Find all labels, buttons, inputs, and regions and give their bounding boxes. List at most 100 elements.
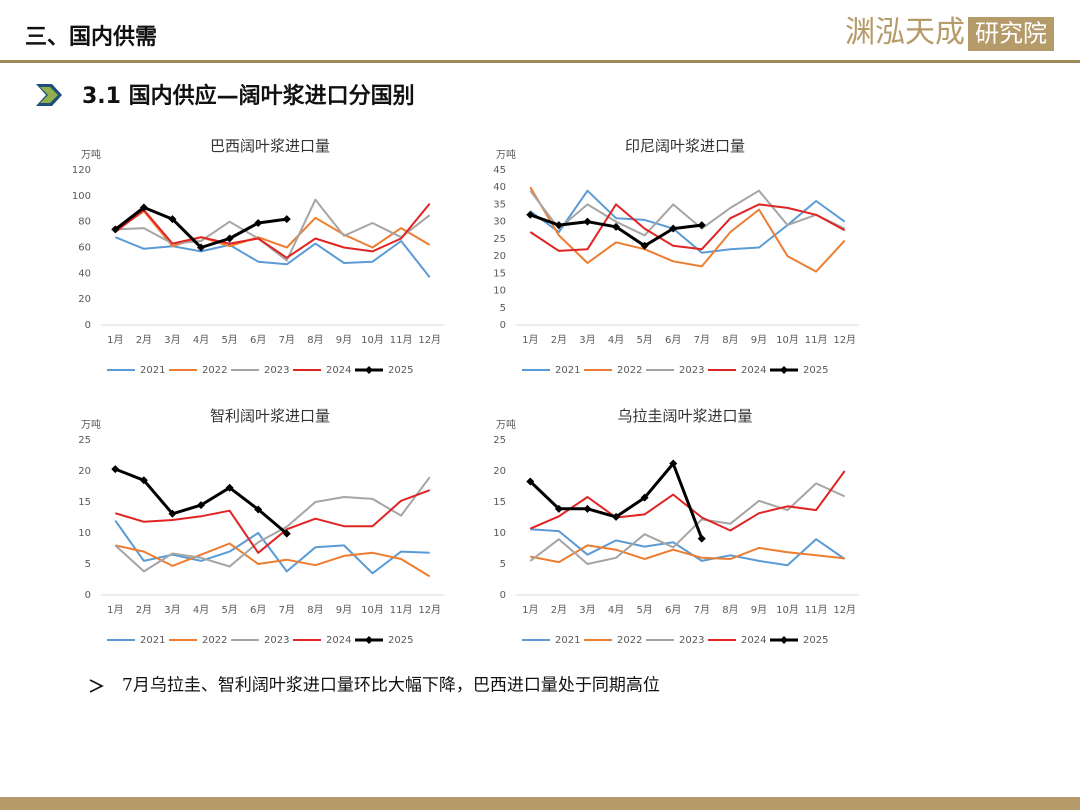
series-marker xyxy=(640,241,649,250)
x-tick-label: 11月 xyxy=(805,604,828,616)
y-tick-label: 120 xyxy=(72,165,91,176)
x-tick-label: 2月 xyxy=(551,334,567,346)
legend-label: 2021 xyxy=(140,635,165,646)
y-tick-label: 40 xyxy=(78,268,91,279)
logo-main: 渊泓天成 xyxy=(845,15,965,50)
x-tick-label: 10月 xyxy=(361,604,384,616)
y-tick-label: 15 xyxy=(78,497,91,508)
x-tick-label: 1月 xyxy=(107,604,123,616)
x-tick-label: 12月 xyxy=(833,604,856,616)
series-line xyxy=(530,528,846,567)
x-tick-label: 3月 xyxy=(164,604,180,616)
series-marker xyxy=(669,459,678,468)
x-tick-label: 12月 xyxy=(833,334,856,346)
legend-label: 2021 xyxy=(555,365,580,376)
legend-marker xyxy=(365,636,373,644)
x-tick-label: 5月 xyxy=(221,604,237,616)
chart-title: 巴西阔叶浆进口量 xyxy=(210,137,330,155)
x-tick-label: 1月 xyxy=(107,334,123,346)
chart-title: 智利阔叶浆进口量 xyxy=(210,407,330,425)
series-marker xyxy=(282,215,291,224)
x-tick-label: 9月 xyxy=(336,334,352,346)
y-tick-label: 20 xyxy=(78,466,91,477)
y-tick-label: 30 xyxy=(493,217,506,228)
y-tick-label: 20 xyxy=(493,466,506,477)
series-marker xyxy=(554,221,563,230)
chart-title: 印尼阔叶浆进口量 xyxy=(625,137,745,155)
section-title: 3.1 国内供应—阔叶浆进口分国别 xyxy=(82,83,415,109)
series-line xyxy=(529,189,846,237)
y-axis-label: 万吨 xyxy=(496,148,516,161)
x-tick-label: 10月 xyxy=(776,334,799,346)
y-tick-label: 80 xyxy=(78,217,91,228)
legend-marker xyxy=(365,366,373,374)
x-tick-label: 9月 xyxy=(751,604,767,616)
x-tick-label: 9月 xyxy=(336,604,352,616)
x-tick-label: 7月 xyxy=(279,334,295,346)
legend-label: 2025 xyxy=(803,365,828,376)
series-line xyxy=(115,542,431,578)
y-tick-label: 40 xyxy=(493,182,506,193)
x-tick-label: 7月 xyxy=(694,604,710,616)
series-line xyxy=(114,520,430,575)
x-tick-label: 10月 xyxy=(776,604,799,616)
x-tick-label: 4月 xyxy=(193,604,209,616)
x-tick-label: 6月 xyxy=(250,334,266,346)
logo-box-text: 研究院 xyxy=(975,20,1047,48)
y-tick-label: 10 xyxy=(493,286,506,297)
series-line xyxy=(529,462,704,540)
x-tick-label: 6月 xyxy=(250,604,266,616)
y-tick-label: 0 xyxy=(500,590,506,601)
legend-label: 2025 xyxy=(388,365,413,376)
series-marker xyxy=(526,210,535,219)
series-marker xyxy=(111,225,120,234)
x-tick-label: 2月 xyxy=(551,604,567,616)
x-tick-label: 7月 xyxy=(279,604,295,616)
x-tick-label: 8月 xyxy=(307,334,323,346)
footer-bar xyxy=(0,797,1080,810)
series-marker xyxy=(254,505,263,514)
series-marker xyxy=(139,476,148,485)
x-tick-label: 3月 xyxy=(579,604,595,616)
series-line xyxy=(529,186,846,273)
y-tick-label: 5 xyxy=(500,559,506,570)
x-tick-label: 3月 xyxy=(164,334,180,346)
legend-label: 2022 xyxy=(202,635,227,646)
y-tick-label: 60 xyxy=(78,243,91,254)
legend-label: 2022 xyxy=(617,365,642,376)
x-tick-label: 2月 xyxy=(136,604,152,616)
chart-title: 乌拉圭阔叶浆进口量 xyxy=(617,407,752,425)
y-tick-label: 10 xyxy=(493,528,506,539)
x-tick-label: 1月 xyxy=(522,334,538,346)
x-tick-label: 4月 xyxy=(608,604,624,616)
series-line xyxy=(530,544,845,564)
y-tick-label: 0 xyxy=(85,320,91,331)
series-line xyxy=(115,489,431,554)
legend-label: 2025 xyxy=(388,635,413,646)
series-marker xyxy=(197,501,206,510)
legend-label: 2025 xyxy=(803,635,828,646)
series-marker xyxy=(197,243,206,252)
legend-marker xyxy=(780,636,788,644)
y-tick-label: 5 xyxy=(85,559,91,570)
legend-marker xyxy=(780,366,788,374)
bullet-icon xyxy=(89,679,104,693)
series-line xyxy=(114,210,431,249)
y-tick-label: 45 xyxy=(493,165,506,176)
x-tick-label: 12月 xyxy=(418,334,441,346)
legend-label: 2024 xyxy=(326,635,351,646)
series-marker xyxy=(583,217,592,226)
y-axis-label: 万吨 xyxy=(81,148,101,161)
header-rule xyxy=(0,60,1080,63)
x-tick-label: 4月 xyxy=(608,334,624,346)
series-marker xyxy=(225,483,234,492)
x-tick-label: 11月 xyxy=(805,334,828,346)
legend-label: 2023 xyxy=(679,635,704,646)
series-marker xyxy=(225,234,234,243)
series-marker xyxy=(697,221,706,230)
header-title: 三、国内供需 xyxy=(25,24,157,50)
series-marker xyxy=(640,493,649,502)
legend-label: 2021 xyxy=(140,365,165,376)
